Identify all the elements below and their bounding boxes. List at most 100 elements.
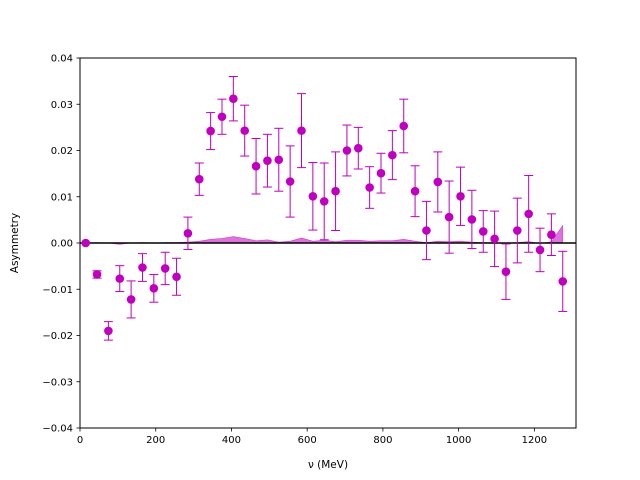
x-tick-label: 0 [77, 435, 83, 446]
data-point [103, 321, 113, 341]
data-point [490, 210, 500, 268]
data-point [92, 270, 102, 279]
data-point [365, 166, 375, 209]
x-tick-label: 1000 [446, 435, 471, 446]
data-point [331, 151, 341, 232]
point-marker [365, 183, 374, 192]
point-marker [297, 126, 306, 135]
data-point [262, 133, 272, 188]
data-point [558, 250, 568, 312]
point-marker [229, 94, 238, 103]
y-tick-label: −0.04 [42, 424, 73, 435]
data-point [410, 165, 420, 218]
data-point [535, 227, 545, 273]
point-marker [399, 121, 409, 131]
data-point [217, 98, 227, 135]
ticks-layer: 0 200 400 600 800 1000 1200 −0.04 −0.03 −0.02 −0.0… [42, 54, 547, 446]
y-tick-label: 0.00 [51, 239, 73, 250]
data-point [319, 162, 329, 241]
data-point [149, 273, 159, 303]
data-point [308, 162, 318, 231]
point-marker [138, 263, 147, 272]
data-point [501, 243, 511, 300]
data-point [387, 130, 397, 181]
point-marker [388, 150, 397, 160]
point-marker [444, 212, 454, 222]
points-layer [81, 76, 568, 341]
point-marker [467, 215, 477, 224]
data-point [456, 166, 466, 226]
x-tick-label: 1200 [522, 435, 547, 446]
x-tick-label: 600 [298, 435, 317, 446]
point-marker [513, 226, 522, 235]
data-point [353, 126, 363, 170]
data-point [172, 257, 182, 296]
point-marker [240, 126, 250, 135]
data-point [421, 200, 431, 261]
x-tick-label: 200 [146, 435, 165, 446]
y-tick-label: 0.04 [51, 54, 73, 65]
point-marker [217, 112, 227, 122]
data-point [274, 127, 284, 192]
point-marker [376, 168, 386, 178]
point-marker [501, 267, 511, 276]
data-point [81, 238, 90, 248]
y-tick-label: 0.01 [51, 192, 73, 203]
data-point [194, 162, 204, 196]
point-marker [478, 227, 488, 236]
data-point [546, 213, 556, 256]
point-marker [251, 161, 261, 171]
point-marker [456, 191, 465, 201]
point-marker [274, 155, 284, 165]
y-tick-label: −0.02 [42, 331, 73, 342]
data-point [376, 152, 386, 194]
point-marker [92, 270, 102, 279]
point-marker [331, 186, 340, 196]
point-marker [308, 191, 318, 201]
point-marker [149, 284, 159, 293]
data-point [444, 180, 454, 254]
point-marker [183, 228, 193, 238]
point-marker [490, 234, 499, 244]
data-point [512, 197, 522, 264]
point-marker [524, 209, 533, 219]
point-marker [558, 277, 568, 286]
x-axis-label: ν (MeV) [308, 459, 348, 471]
data-point [183, 216, 193, 250]
data-point [251, 137, 261, 195]
data-point [115, 265, 125, 293]
data-point [524, 174, 534, 253]
point-marker [115, 274, 125, 283]
data-point [399, 98, 409, 154]
point-marker [172, 272, 181, 282]
point-marker [319, 197, 329, 206]
data-point [296, 93, 306, 169]
data-point [228, 76, 238, 122]
y-axis-label: Asymmetry [9, 213, 21, 273]
point-marker [410, 186, 420, 196]
point-marker [433, 177, 443, 187]
data-point [126, 280, 136, 319]
data-point [467, 189, 477, 250]
y-tick-label: −0.03 [42, 377, 73, 388]
data-point [433, 151, 443, 213]
point-marker [535, 245, 545, 255]
data-point [137, 253, 147, 282]
point-marker [342, 146, 352, 155]
y-tick-label: 0.03 [51, 100, 73, 111]
point-marker [160, 264, 170, 273]
data-point [206, 112, 216, 151]
y-tick-label: −0.01 [42, 285, 73, 296]
point-marker [81, 238, 90, 248]
point-marker [547, 230, 556, 239]
data-point [342, 124, 352, 177]
data-point [285, 145, 295, 218]
point-marker [126, 295, 136, 304]
x-tick-label: 400 [222, 435, 241, 446]
point-marker [104, 326, 113, 336]
data-point [160, 251, 170, 286]
data-point [240, 104, 250, 157]
y-tick-label: 0.02 [51, 146, 73, 157]
point-marker [206, 126, 215, 136]
